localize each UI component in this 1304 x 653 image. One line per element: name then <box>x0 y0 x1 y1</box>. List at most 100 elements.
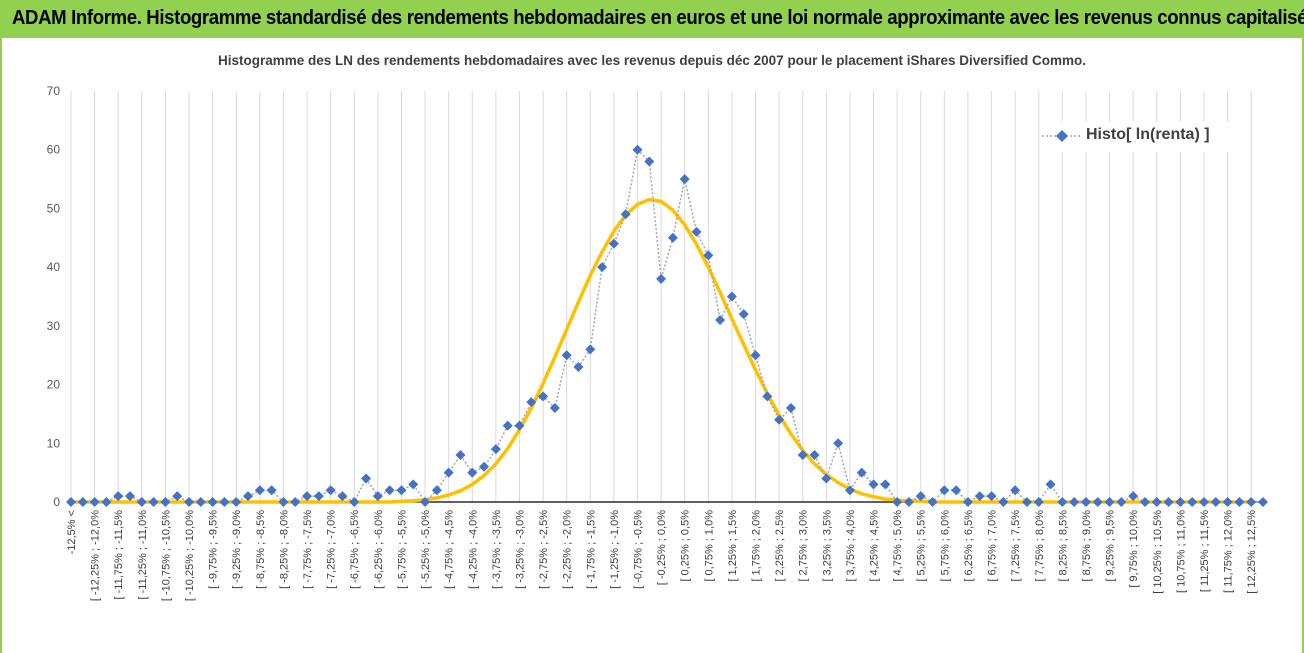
histogram-point <box>1258 497 1268 507</box>
x-tick-label: [ -1,25% ; -1,0% <box>609 510 621 589</box>
histogram-point <box>455 450 466 461</box>
x-tick-label: [ 8,75% ; 9,0% <box>1081 510 1093 582</box>
histogram-point <box>750 350 761 361</box>
histogram-point <box>868 479 879 490</box>
histogram-point <box>502 420 513 431</box>
x-tick-label: [ -9,25% ; -9,0% <box>231 510 243 589</box>
histogram-point <box>726 291 737 302</box>
histogram-point <box>880 479 891 490</box>
histogram-point <box>1104 497 1115 507</box>
histogram-point <box>703 250 714 261</box>
histogram-point <box>1234 497 1245 507</box>
x-tick-label: [ -3,75% ; -3,5% <box>491 510 503 589</box>
histogram-point <box>1222 497 1233 507</box>
histogram-point <box>632 144 643 155</box>
report-title: ADAM Informe. Histogramme standardisé de… <box>12 7 1304 29</box>
x-tick-label: [ -4,25% ; -4,0% <box>467 510 479 589</box>
histogram-point <box>1080 497 1091 507</box>
x-tick-label: [ -0,25% ; 0,0% <box>656 510 668 585</box>
histogram-point <box>408 479 419 490</box>
histogram-point <box>148 497 159 507</box>
histogram-point <box>1069 497 1080 507</box>
histogram-point <box>915 491 926 502</box>
histogram-point <box>656 273 667 284</box>
x-tick-label: [ 5,75% ; 6,0% <box>939 510 951 582</box>
x-tick-label: [ 3,75% ; 4,0% <box>845 510 857 582</box>
histogram-point <box>113 491 124 502</box>
x-tick-label: [ 4,75% ; 5,0% <box>892 510 904 582</box>
histogram-point <box>195 497 206 507</box>
histogram-point <box>396 485 407 496</box>
histogram-point <box>1045 479 1056 490</box>
histogram-series-line <box>71 148 1263 504</box>
histogram-point <box>101 497 112 507</box>
histogram-point <box>479 461 490 472</box>
histogram-point <box>420 497 431 507</box>
histogram-point <box>66 497 76 507</box>
histogram-point <box>431 485 442 496</box>
x-tick-label: [ 4,25% ; 4,5% <box>869 510 881 582</box>
y-tick-label: 60 <box>47 143 61 157</box>
histogram-point <box>325 485 336 496</box>
x-tick-label: [ 11,25% ; 11,5% <box>1199 510 1211 592</box>
histogram-point <box>1128 491 1139 502</box>
x-tick-label: [ 10,75% ; 11,0% <box>1175 510 1187 593</box>
header-banner: ADAM Informe. Histogramme standardisé de… <box>0 0 1304 38</box>
histogram-point <box>785 403 796 414</box>
histogram-point <box>337 491 348 502</box>
x-tick-label: [ 9,75% ; 10,0% <box>1128 510 1140 588</box>
x-tick-label: [ -3,25% ; -3,0% <box>514 510 526 589</box>
histogram-point <box>1033 497 1044 507</box>
x-tick-label: [ -6,75% ; -6,5% <box>349 510 361 589</box>
x-tick-label: [ -2,25% ; -2,0% <box>562 510 574 589</box>
histogram-point <box>608 238 619 249</box>
x-tick-label: [ -12,25% ; -12,0% <box>90 510 102 601</box>
histogram-point <box>349 497 360 507</box>
x-tick-label: [ 6,25% ; 6,5% <box>963 510 975 582</box>
histogram-point <box>1246 497 1257 507</box>
y-tick-label: 0 <box>53 495 60 509</box>
histogram-point <box>125 491 136 502</box>
histogram-point <box>691 226 702 237</box>
x-tick-label: [ -5,75% ; -5,5% <box>396 510 408 589</box>
y-tick-label: 50 <box>47 201 61 215</box>
histogram-point <box>620 209 631 220</box>
histogram-point <box>762 391 773 402</box>
histogram-point <box>844 485 855 496</box>
histogram-point <box>538 391 549 402</box>
histogram-point <box>160 497 171 507</box>
histogram-point <box>561 350 572 361</box>
histogram-point <box>231 497 242 507</box>
histogram-point <box>809 450 820 461</box>
x-tick-label: [ -1,75% ; -1,5% <box>585 510 597 589</box>
histogram-point <box>679 174 690 185</box>
x-tick-label: [ -10,25% ; -10,0% <box>184 510 196 601</box>
histogram-point <box>77 497 88 507</box>
histogram-point <box>573 361 584 372</box>
y-tick-label: 20 <box>47 378 61 392</box>
histogram-point <box>715 314 726 325</box>
x-tick-label: [ -10,75% ; -10,5% <box>160 510 172 601</box>
histogram-point <box>1151 497 1162 507</box>
histogram-point <box>1187 497 1198 507</box>
histogram-point <box>1163 497 1174 507</box>
histogram-point <box>278 497 289 507</box>
histogram-point <box>833 438 844 449</box>
x-tick-label: [ 3,25% ; 3,5% <box>821 510 833 582</box>
histogram-point <box>526 397 537 408</box>
histogram-point <box>1175 497 1186 507</box>
histogram-point <box>1139 497 1150 507</box>
histogram-point <box>1021 497 1032 507</box>
x-tick-label: [ 1,25% ; 1,5% <box>727 510 739 582</box>
histogram-point <box>927 497 938 507</box>
x-tick-label: [ -7,75% ; -7,5% <box>302 510 314 589</box>
left-border <box>0 38 2 653</box>
histogram-point <box>856 467 867 478</box>
histogram-point <box>821 473 832 484</box>
histogram-point <box>467 467 478 478</box>
x-tick-label: [ -0,75% ; -0,5% <box>632 510 644 589</box>
x-tick-label: [ 2,25% ; 2,5% <box>774 510 786 582</box>
histogram-point <box>1010 485 1021 496</box>
